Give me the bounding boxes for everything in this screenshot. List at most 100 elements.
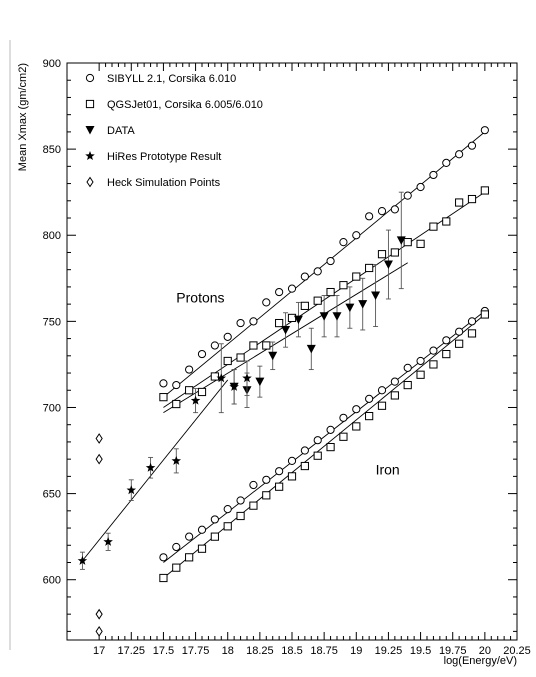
fit-lines <box>82 131 486 579</box>
point-square <box>236 353 245 362</box>
point-square <box>377 401 387 410</box>
y-tick-label: 800 <box>43 230 61 242</box>
point-square <box>429 222 438 231</box>
x-tick-label: 20 <box>479 645 491 657</box>
point-circle <box>262 475 271 484</box>
point-circle <box>249 317 258 326</box>
x-tick-label: 18.75 <box>310 645 338 657</box>
point-circle <box>313 267 322 276</box>
point-circle <box>377 207 387 216</box>
point-square <box>429 360 438 369</box>
point-square <box>480 186 489 195</box>
point-circle <box>339 238 348 247</box>
point-triangle-down <box>371 291 381 301</box>
point-circle <box>185 365 194 374</box>
point-square <box>352 272 361 281</box>
point-triangle-down <box>255 377 265 387</box>
point-square <box>365 263 374 273</box>
point-circle <box>159 553 168 562</box>
point-square <box>275 318 284 328</box>
point-star <box>171 455 182 465</box>
point-square <box>416 239 425 248</box>
x-tick-label: 19.5 <box>410 645 431 657</box>
point-square <box>275 482 284 491</box>
point-star <box>126 485 137 495</box>
point-square <box>210 372 219 381</box>
point-circle <box>390 205 399 214</box>
point-circle <box>377 386 387 395</box>
point-circle <box>172 542 181 552</box>
point-square <box>172 563 181 572</box>
point-square <box>159 573 168 583</box>
point-circle <box>262 298 271 307</box>
x-tick-label: 20.25 <box>503 645 531 657</box>
point-circle <box>313 436 322 445</box>
point-circle <box>236 318 245 328</box>
point-circle <box>390 377 399 386</box>
point-square <box>455 198 464 207</box>
point-square <box>455 339 464 348</box>
point-circle <box>275 287 284 297</box>
point-star <box>77 555 88 565</box>
point-diamond <box>95 608 103 620</box>
y-tick-label: 650 <box>43 489 61 501</box>
point-circle <box>172 380 181 390</box>
point-square <box>249 341 258 350</box>
legend-label: QGSJet01, Corsika 6.005/6.010 <box>107 99 263 111</box>
point-circle <box>339 413 348 422</box>
point-circle <box>287 456 297 465</box>
point-triangle-down <box>383 260 393 270</box>
point-square <box>159 393 168 402</box>
axes: 17 17.25 17.5 17.75 18 18.25 18.5 18.75 19 19.25 1… <box>17 58 531 667</box>
point-circle <box>365 212 374 221</box>
point-diamond <box>95 453 103 465</box>
legend-marker-diamond <box>86 176 94 188</box>
y-axis-title: Mean Xmax (gm/cm2) <box>17 63 29 171</box>
point-square <box>197 544 207 553</box>
point-square <box>480 310 489 319</box>
point-circle <box>236 496 245 505</box>
point-circle <box>403 191 412 200</box>
point-square <box>403 380 412 390</box>
point-square <box>339 281 348 290</box>
annotations: Protons Iron <box>176 289 399 477</box>
point-star <box>103 536 113 546</box>
legend-label: DATA <box>107 125 135 137</box>
point-circle <box>249 480 258 490</box>
point-square <box>262 491 271 500</box>
point-circle <box>429 346 438 355</box>
point-circle <box>416 182 425 192</box>
point-circle <box>300 446 309 455</box>
point-square <box>287 313 297 323</box>
x-tick-label: 18.25 <box>246 645 274 657</box>
point-square <box>262 341 271 350</box>
x-tick-label: 17.75 <box>182 645 210 657</box>
point-circle <box>210 341 219 350</box>
point-triangle-down <box>358 300 368 309</box>
point-triangle-down <box>268 351 278 361</box>
legend-marker-square <box>85 99 95 109</box>
legend-label: Heck Simulation Points <box>107 177 221 189</box>
x-axis-title: log(Energy/eV) <box>444 655 517 667</box>
point-circle <box>467 317 477 326</box>
point-circle <box>416 356 425 366</box>
point-circle <box>442 158 451 167</box>
legend-marker-circle <box>85 73 95 83</box>
point-square <box>326 287 335 297</box>
point-circle <box>326 256 335 266</box>
x-tick-label: 19 <box>350 645 362 657</box>
point-star <box>190 395 201 405</box>
x-tick-label: 17.5 <box>153 645 174 657</box>
data-marks <box>77 126 489 637</box>
y-tick-label: 850 <box>43 144 61 156</box>
legend: SIBYLL 2.1, Corsika 6.010 QGSJet01, Corsi… <box>85 73 263 189</box>
point-diamond <box>95 433 103 444</box>
point-square <box>403 238 412 247</box>
point-circle <box>275 467 284 476</box>
point-square <box>223 356 232 366</box>
point-star <box>229 381 239 391</box>
point-star <box>216 373 227 383</box>
fit-line <box>163 131 486 398</box>
point-triangle-down <box>319 312 329 321</box>
point-square <box>249 501 258 510</box>
